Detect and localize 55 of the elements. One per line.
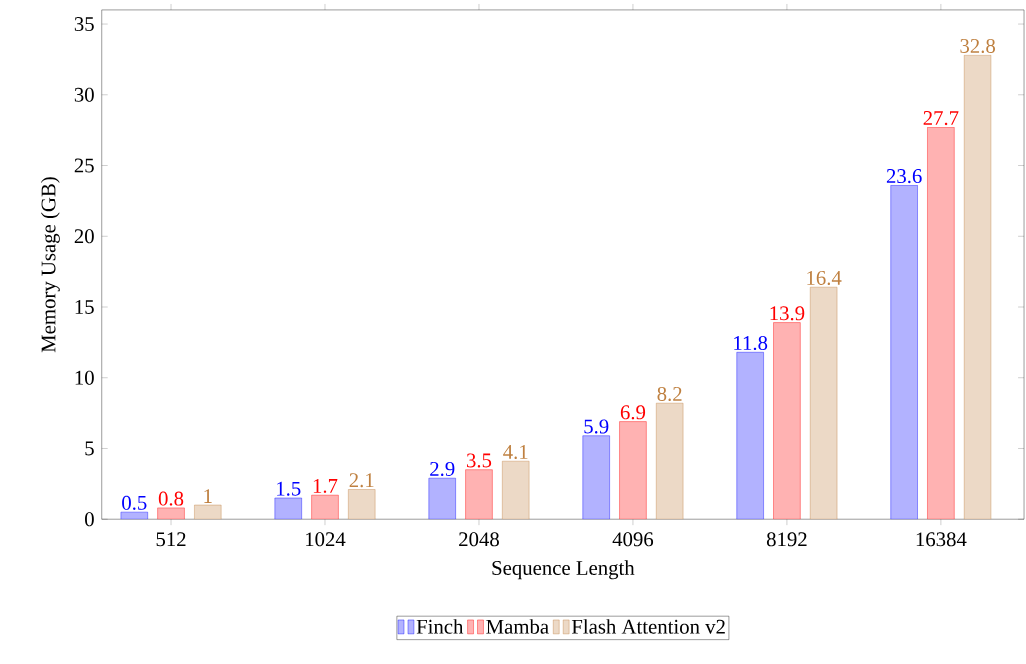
bar [465, 469, 493, 520]
data-label: 4.1 [503, 444, 528, 459]
bar [810, 286, 838, 520]
data-label: 6.9 [620, 405, 646, 420]
y-tick-label: 35 [74, 17, 94, 31]
data-label: 23.6 [886, 169, 922, 184]
bar [964, 54, 992, 520]
legend-label: Finch [416, 619, 464, 634]
bar [157, 507, 185, 520]
bar [890, 185, 918, 520]
data-label: 8.2 [657, 386, 682, 401]
legend-label: Flash Attention v2 [571, 619, 725, 634]
legend-label: Mamba [486, 619, 549, 634]
bar [274, 497, 302, 520]
x-tick-label: 16384 [916, 532, 967, 547]
x-tick-label: 4096 [612, 532, 654, 547]
data-label: 11.8 [734, 335, 768, 351]
bar [927, 127, 955, 520]
bar [428, 477, 456, 520]
bar [619, 421, 647, 520]
x-axis-title: Sequence Length [492, 560, 635, 580]
x-tick-label: 512 [156, 532, 186, 547]
y-tick-label: 15 [75, 299, 94, 314]
bar [582, 435, 610, 520]
x-tick-label: 2048 [459, 532, 499, 547]
y-tick-label: 30 [74, 87, 94, 102]
bar [773, 322, 801, 520]
bar [502, 460, 530, 520]
y-tick-label: 0 [85, 512, 94, 527]
data-label: 2.9 [430, 461, 455, 476]
data-label: 1.5 [277, 481, 301, 496]
data-label: 0.5 [122, 495, 147, 510]
y-tick-label: 20 [74, 229, 94, 244]
data-label: 16.4 [807, 270, 842, 285]
bar [311, 494, 339, 520]
y-tick-label: 5 [85, 441, 94, 456]
bar [120, 511, 148, 520]
data-label: 0.8 [158, 491, 184, 506]
y-axis-title: Memory Usage (GB) [40, 177, 60, 353]
x-tick-label: 8192 [766, 532, 807, 547]
x-tick-label: 1024 [306, 532, 346, 547]
data-label: 13.9 [770, 306, 805, 321]
y-tick-label: 25 [74, 158, 94, 173]
data-label: 27.7 [923, 111, 959, 126]
data-label: 1 [204, 489, 212, 503]
data-label: 32.8 [960, 38, 996, 53]
data-label: 1.7 [313, 478, 338, 493]
bar [656, 402, 684, 520]
data-label: 3.5 [466, 453, 492, 468]
y-tick-label: 10 [75, 370, 94, 385]
data-label: 2.1 [349, 473, 374, 488]
data-label: 5.9 [584, 419, 609, 434]
bar [348, 489, 376, 520]
bar [194, 504, 222, 520]
bar [736, 351, 764, 520]
